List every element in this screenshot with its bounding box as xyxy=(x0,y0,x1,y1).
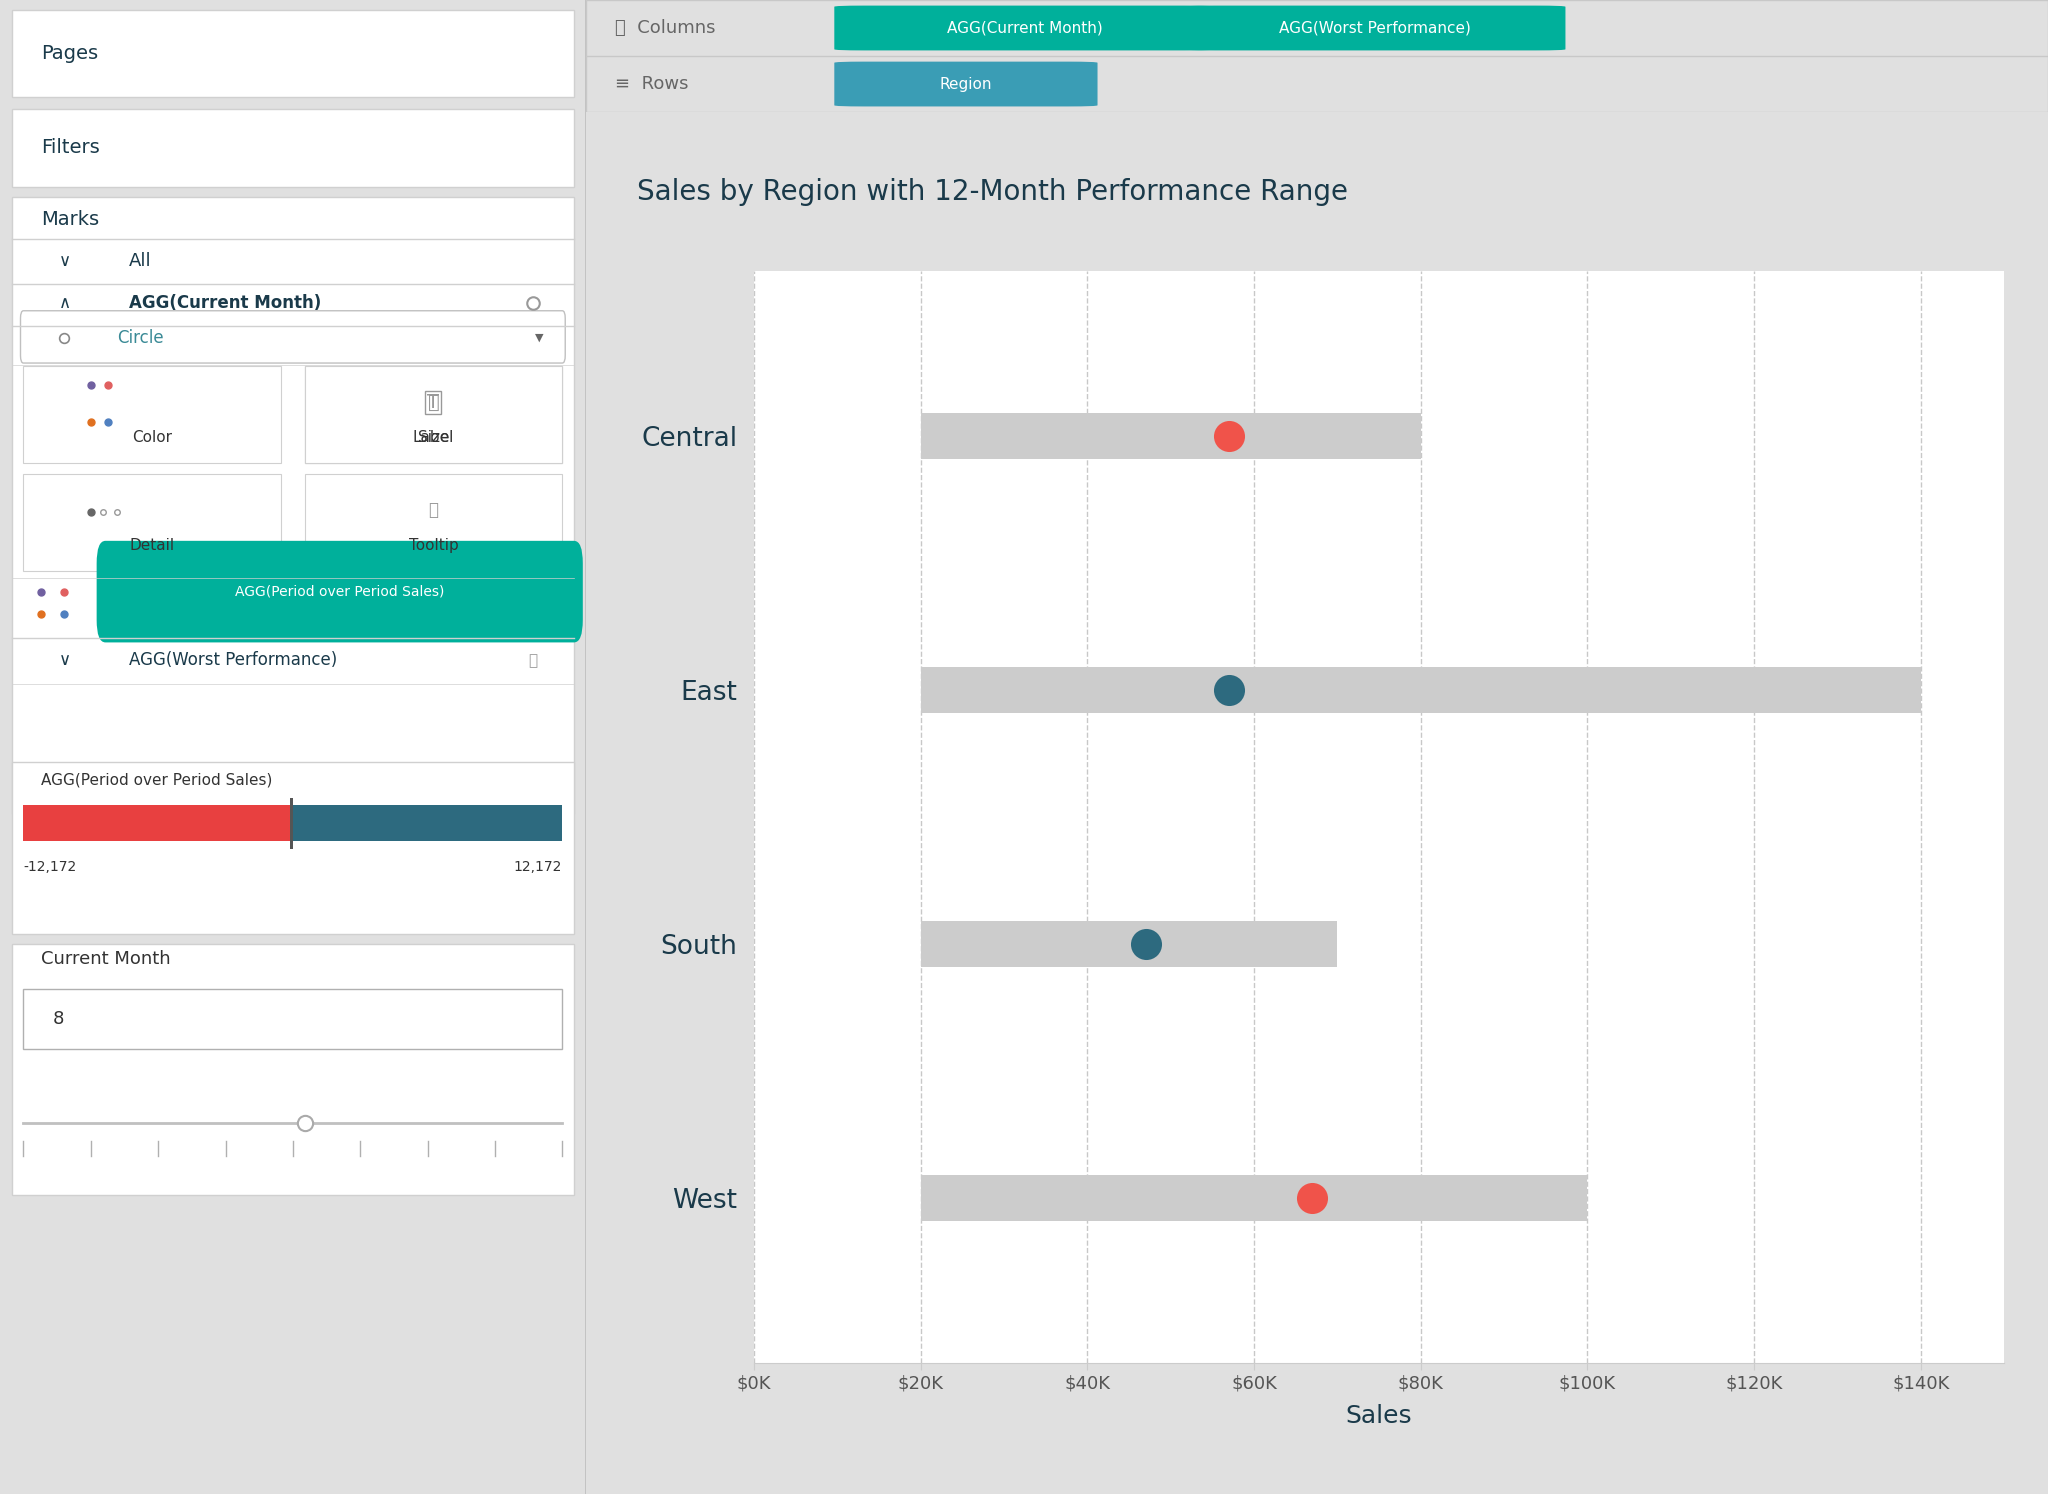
Point xyxy=(1296,1186,1329,1210)
Text: Circle: Circle xyxy=(117,329,164,347)
Text: Current Month: Current Month xyxy=(41,950,170,968)
Text: ∧: ∧ xyxy=(59,294,72,312)
Text: Region: Region xyxy=(940,76,991,91)
Text: Detail: Detail xyxy=(129,538,174,553)
Text: Tooltip: Tooltip xyxy=(408,538,459,553)
FancyBboxPatch shape xyxy=(305,366,563,463)
X-axis label: Sales: Sales xyxy=(1346,1404,1413,1428)
FancyBboxPatch shape xyxy=(305,474,563,571)
Text: Marks: Marks xyxy=(41,211,98,229)
FancyBboxPatch shape xyxy=(23,474,281,571)
FancyBboxPatch shape xyxy=(12,10,573,97)
Text: AGG(Current Month): AGG(Current Month) xyxy=(946,21,1102,36)
Point xyxy=(1212,424,1245,448)
FancyBboxPatch shape xyxy=(305,366,563,463)
Bar xyxy=(922,1174,1587,1221)
Text: ∨: ∨ xyxy=(59,651,72,669)
FancyBboxPatch shape xyxy=(23,366,281,463)
Text: 12,172: 12,172 xyxy=(514,859,563,874)
FancyBboxPatch shape xyxy=(291,798,293,849)
FancyBboxPatch shape xyxy=(305,366,563,463)
Text: ⌒: ⌒ xyxy=(428,393,440,412)
Text: AGG(Period over Period Sales): AGG(Period over Period Sales) xyxy=(236,584,444,599)
Point xyxy=(1212,678,1245,702)
Text: AGG(Current Month): AGG(Current Month) xyxy=(129,294,322,312)
Point xyxy=(1128,932,1161,956)
Text: 8: 8 xyxy=(53,1010,63,1028)
Text: -12,172: -12,172 xyxy=(23,859,76,874)
Text: All: All xyxy=(129,252,152,270)
Text: ∨: ∨ xyxy=(59,252,72,270)
Bar xyxy=(922,666,1921,713)
FancyBboxPatch shape xyxy=(12,762,573,934)
FancyBboxPatch shape xyxy=(23,805,293,841)
Text: ⫶  Columns: ⫶ Columns xyxy=(614,19,715,37)
Text: ⛓: ⛓ xyxy=(528,653,537,668)
Bar xyxy=(922,920,1337,967)
Text: 💬: 💬 xyxy=(428,502,438,520)
FancyBboxPatch shape xyxy=(293,805,563,841)
FancyBboxPatch shape xyxy=(23,989,563,1049)
FancyBboxPatch shape xyxy=(96,541,584,642)
FancyBboxPatch shape xyxy=(834,6,1214,51)
Text: T: T xyxy=(428,393,440,412)
Text: Label: Label xyxy=(414,430,455,445)
FancyBboxPatch shape xyxy=(12,197,573,814)
Text: ▼: ▼ xyxy=(535,333,543,342)
FancyBboxPatch shape xyxy=(834,61,1098,106)
FancyBboxPatch shape xyxy=(12,944,573,1195)
Text: Pages: Pages xyxy=(41,45,98,63)
FancyBboxPatch shape xyxy=(1186,6,1565,51)
Text: Filters: Filters xyxy=(41,139,100,157)
Text: AGG(Period over Period Sales): AGG(Period over Period Sales) xyxy=(41,772,272,787)
Text: AGG(Worst Performance): AGG(Worst Performance) xyxy=(129,651,338,669)
Bar xyxy=(922,414,1421,459)
Text: ≡  Rows: ≡ Rows xyxy=(614,75,688,93)
Text: Size: Size xyxy=(418,430,449,445)
FancyBboxPatch shape xyxy=(12,109,573,187)
Text: Color: Color xyxy=(133,430,172,445)
Text: AGG(Worst Performance): AGG(Worst Performance) xyxy=(1280,21,1470,36)
Text: Sales by Region with 12-Month Performance Range: Sales by Region with 12-Month Performanc… xyxy=(637,178,1348,206)
FancyBboxPatch shape xyxy=(20,311,565,363)
